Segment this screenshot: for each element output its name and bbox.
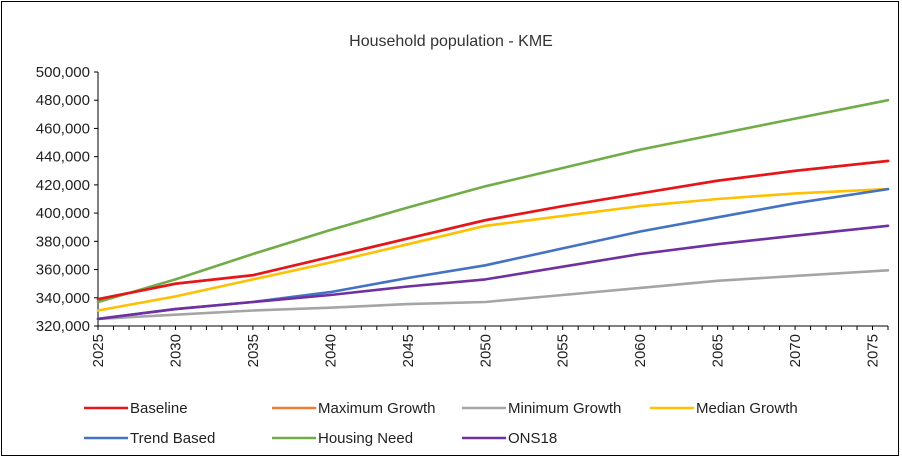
legend-item-minimum-growth: Minimum Growth	[462, 400, 621, 417]
y-tick-label: 380,000	[36, 233, 90, 250]
legend-item-ons18: ONS18	[462, 430, 557, 447]
legend-label: Housing Need	[318, 430, 413, 447]
legend-item-housing-need: Housing Need	[272, 430, 413, 447]
x-tick-label: 2045	[400, 334, 417, 367]
x-tick-label: 2075	[865, 334, 882, 367]
series-line-ons18	[96, 224, 890, 321]
y-tick-label: 360,000	[36, 262, 90, 279]
y-tick-label: 420,000	[36, 177, 90, 194]
legend-label: Median Growth	[696, 400, 798, 417]
x-tick-label: 2070	[787, 334, 804, 367]
x-tick-label: 2030	[167, 334, 184, 367]
legend-label: Trend Based	[130, 430, 215, 447]
legend-label: Maximum Growth	[318, 400, 436, 417]
legend-item-baseline: Baseline	[84, 400, 188, 417]
series-line-minimum-growth	[96, 268, 890, 321]
y-axis-ticks: 320,000 340,000 360,000 380,000 400,000 420,0…	[36, 64, 98, 335]
series-lines	[96, 98, 890, 321]
legend-item-trend-based: Trend Based	[84, 430, 215, 447]
y-tick-label: 460,000	[36, 120, 90, 137]
legend-item-maximum-growth: Maximum Growth	[272, 400, 436, 417]
y-tick-label: 320,000	[36, 318, 90, 335]
y-tick-label: 440,000	[36, 149, 90, 166]
legend-item-median-growth: Median Growth	[650, 400, 798, 417]
legend: Baseline Maximum Growth Minimum Growth Medi…	[84, 400, 798, 447]
series-line-housing-need	[96, 98, 890, 304]
y-tick-label: 340,000	[36, 290, 90, 307]
series-line-median-growth	[96, 187, 890, 312]
chart-title: Household population - KME	[349, 33, 553, 50]
x-tick-label: 2065	[710, 334, 727, 367]
x-tick-label: 2025	[90, 334, 107, 367]
axes	[97, 72, 888, 327]
series-line-baseline	[96, 159, 890, 301]
legend-label: Minimum Growth	[508, 400, 621, 417]
y-tick-label: 500,000	[36, 64, 90, 81]
legend-label: Baseline	[130, 400, 188, 417]
x-tick-label: 2060	[632, 334, 649, 367]
series-line-trend-based	[96, 187, 890, 321]
x-tick-label: 2050	[477, 334, 494, 367]
legend-label: ONS18	[508, 430, 557, 447]
x-tick-label: 2035	[245, 334, 262, 367]
x-tick-label: 2040	[322, 334, 339, 367]
y-tick-label: 480,000	[36, 92, 90, 109]
y-tick-label: 400,000	[36, 205, 90, 222]
x-axis-ticks: 2025 2030 2035 2040 2045 2050 2055 2060 2065 2070…	[90, 326, 889, 367]
x-tick-label: 2055	[555, 334, 572, 367]
